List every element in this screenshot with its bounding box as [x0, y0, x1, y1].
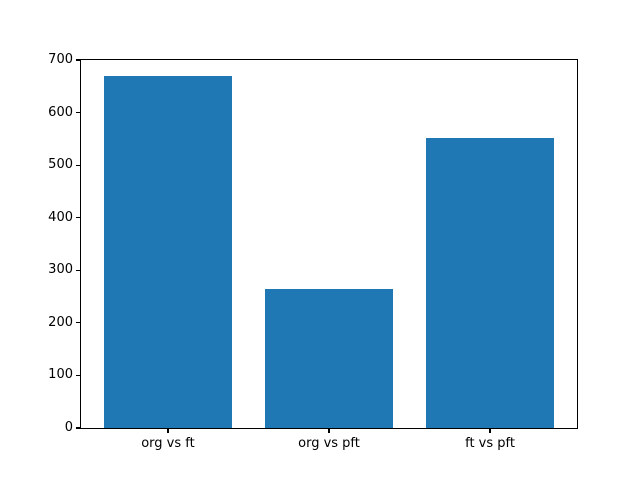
x-tick-mark: [489, 429, 491, 433]
bar-org-vs-ft: [103, 75, 233, 428]
y-tick-label: 500: [48, 157, 73, 173]
x-tick-label: ft vs pft: [465, 436, 515, 451]
y-tick-mark: [76, 269, 80, 271]
y-tick-label: 300: [48, 262, 73, 278]
bar-org-vs-pft: [264, 288, 394, 428]
y-tick-label: 700: [48, 52, 73, 67]
y-tick-mark: [76, 217, 80, 219]
bar-ft-vs-pft: [425, 137, 555, 428]
x-tick-mark: [167, 429, 169, 433]
y-tick-mark: [76, 427, 80, 429]
x-tick-mark: [328, 429, 330, 433]
x-tick-label: org vs ft: [141, 436, 195, 451]
y-tick-mark: [76, 59, 80, 61]
x-tick-label: org vs pft: [298, 436, 360, 451]
y-tick-mark: [76, 374, 80, 377]
y-tick-label: 400: [48, 209, 73, 225]
y-tick-mark: [76, 164, 80, 166]
y-tick-label: 100: [48, 367, 73, 383]
y-tick-label: 0: [64, 420, 73, 435]
y-tick-mark: [76, 111, 80, 114]
y-tick-label: 200: [48, 314, 73, 330]
plot-area: 0 100 200 300 400 500 600 700 org vs ft org vs pf…: [48, 52, 578, 451]
y-tick-mark: [76, 322, 80, 324]
y-tick-label: 600: [48, 104, 73, 120]
